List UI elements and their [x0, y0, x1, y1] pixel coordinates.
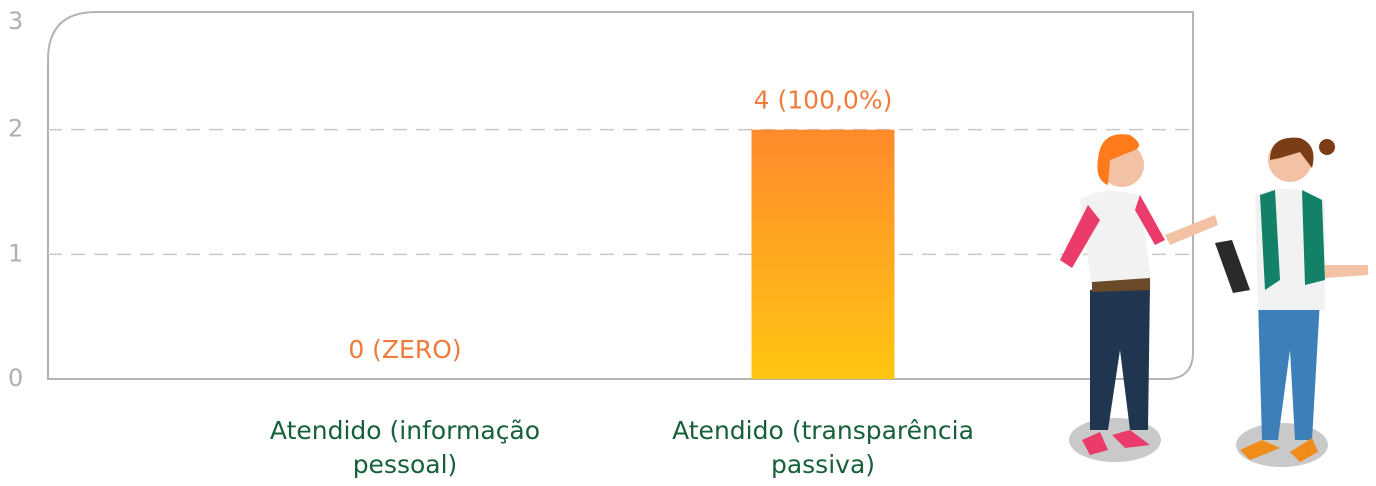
- value-label: 0 (ZERO): [348, 335, 461, 364]
- x-tick-label: Atendido (informação pessoal): [235, 414, 575, 482]
- page: 0 1 2 3 0 (ZERO) 4 (100,0%) Atendido (informa…: [0, 0, 1376, 486]
- plot-frame: [48, 12, 1193, 379]
- y-tick-label: 0: [8, 364, 23, 392]
- x-tick-label: Atendido (transparência passiva): [653, 414, 993, 482]
- y-tick-label: 2: [8, 115, 23, 143]
- illustration: [1060, 134, 1368, 467]
- y-tick-label: 1: [8, 239, 23, 267]
- y-tick-label: 3: [8, 7, 23, 35]
- value-label: 4 (100,0%): [754, 86, 893, 115]
- bar: [752, 130, 895, 379]
